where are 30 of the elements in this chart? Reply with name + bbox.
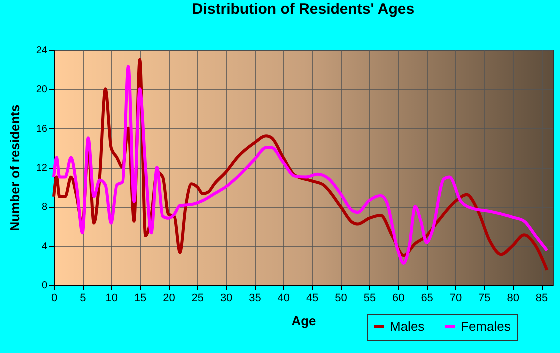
x-tick-label: 35 [249,292,262,304]
x-tick-label: 75 [478,292,491,304]
y-tick-label: 20 [36,84,48,96]
x-tick-label: 80 [507,292,520,304]
x-tick-label: 40 [278,292,290,304]
x-axis-title: Age [292,314,316,328]
legend-label: Males [390,318,426,334]
x-tick-label: 5 [80,292,86,304]
x-tick-label: 15 [134,292,147,304]
y-tick-label: 0 [42,280,48,292]
x-tick-label: 70 [450,292,462,304]
y-tick-label: 12 [36,163,48,174]
y-tick-label: 24 [36,46,48,56]
chart-title: Distribution of Residents' Ages [192,1,415,18]
x-tick-label: 85 [536,292,548,304]
x-tick-label: 10 [106,292,118,304]
x-tick-label: 65 [421,292,434,304]
x-tick-label: 30 [220,292,233,304]
x-tick-label: 60 [392,292,405,304]
y-tick-label: 16 [36,124,48,135]
x-tick-label: 25 [192,292,204,304]
legend-label: Females [461,318,512,334]
y-tick-label: 8 [42,202,48,214]
x-tick-label: 50 [335,292,348,304]
x-tick-label: 20 [163,292,176,304]
y-axis-title: Number of residents [7,104,22,232]
x-tick-label: 55 [364,292,376,304]
y-tick-label: 4 [42,241,48,252]
x-tick-label: 45 [306,292,319,304]
x-tick-label: 0 [51,292,58,304]
